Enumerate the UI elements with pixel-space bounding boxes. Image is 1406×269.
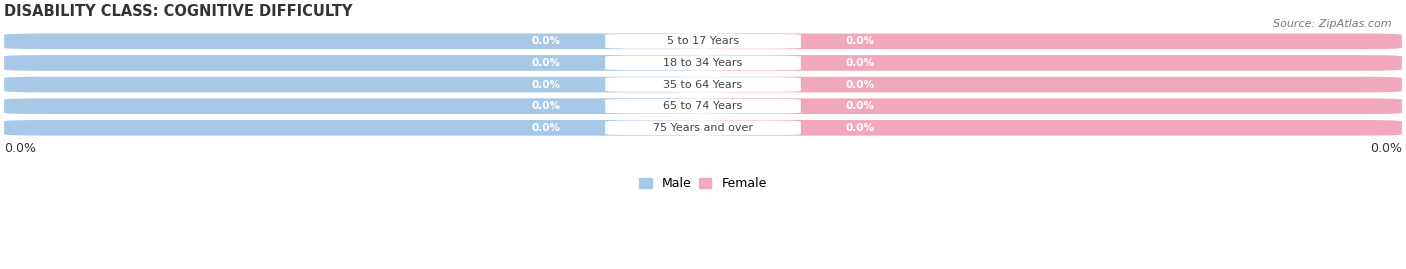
- FancyBboxPatch shape: [4, 34, 703, 49]
- FancyBboxPatch shape: [815, 34, 905, 48]
- FancyBboxPatch shape: [815, 99, 905, 113]
- Text: 75 Years and over: 75 Years and over: [652, 123, 754, 133]
- FancyBboxPatch shape: [4, 120, 1402, 136]
- FancyBboxPatch shape: [4, 34, 1402, 49]
- FancyBboxPatch shape: [4, 120, 703, 136]
- FancyBboxPatch shape: [4, 55, 1402, 71]
- FancyBboxPatch shape: [605, 56, 801, 70]
- Text: 5 to 17 Years: 5 to 17 Years: [666, 36, 740, 46]
- FancyBboxPatch shape: [815, 56, 905, 70]
- FancyBboxPatch shape: [501, 78, 591, 91]
- Text: 0.0%: 0.0%: [531, 58, 560, 68]
- Text: 18 to 34 Years: 18 to 34 Years: [664, 58, 742, 68]
- FancyBboxPatch shape: [501, 56, 591, 70]
- Text: 65 to 74 Years: 65 to 74 Years: [664, 101, 742, 111]
- Text: 0.0%: 0.0%: [531, 101, 560, 111]
- FancyBboxPatch shape: [605, 99, 801, 114]
- Text: Source: ZipAtlas.com: Source: ZipAtlas.com: [1274, 19, 1392, 29]
- FancyBboxPatch shape: [703, 55, 1402, 71]
- FancyBboxPatch shape: [605, 121, 801, 135]
- FancyBboxPatch shape: [605, 34, 801, 49]
- Text: 0.0%: 0.0%: [846, 80, 875, 90]
- Text: 0.0%: 0.0%: [846, 101, 875, 111]
- Text: 0.0%: 0.0%: [531, 36, 560, 46]
- FancyBboxPatch shape: [605, 77, 801, 92]
- FancyBboxPatch shape: [501, 121, 591, 135]
- Legend: Male, Female: Male, Female: [634, 172, 772, 195]
- FancyBboxPatch shape: [501, 34, 591, 48]
- Text: 35 to 64 Years: 35 to 64 Years: [664, 80, 742, 90]
- FancyBboxPatch shape: [4, 77, 1402, 92]
- Text: 0.0%: 0.0%: [846, 123, 875, 133]
- Text: 0.0%: 0.0%: [531, 80, 560, 90]
- FancyBboxPatch shape: [815, 121, 905, 135]
- FancyBboxPatch shape: [703, 98, 1402, 114]
- FancyBboxPatch shape: [703, 34, 1402, 49]
- FancyBboxPatch shape: [4, 77, 703, 92]
- FancyBboxPatch shape: [703, 77, 1402, 92]
- Text: DISABILITY CLASS: COGNITIVE DIFFICULTY: DISABILITY CLASS: COGNITIVE DIFFICULTY: [4, 4, 353, 19]
- FancyBboxPatch shape: [501, 99, 591, 113]
- FancyBboxPatch shape: [815, 78, 905, 91]
- Text: 0.0%: 0.0%: [531, 123, 560, 133]
- Text: 0.0%: 0.0%: [846, 58, 875, 68]
- Text: 0.0%: 0.0%: [846, 36, 875, 46]
- FancyBboxPatch shape: [4, 98, 1402, 114]
- Text: 0.0%: 0.0%: [4, 142, 37, 155]
- Text: 0.0%: 0.0%: [1369, 142, 1402, 155]
- FancyBboxPatch shape: [4, 55, 703, 71]
- FancyBboxPatch shape: [703, 120, 1402, 136]
- FancyBboxPatch shape: [4, 98, 703, 114]
